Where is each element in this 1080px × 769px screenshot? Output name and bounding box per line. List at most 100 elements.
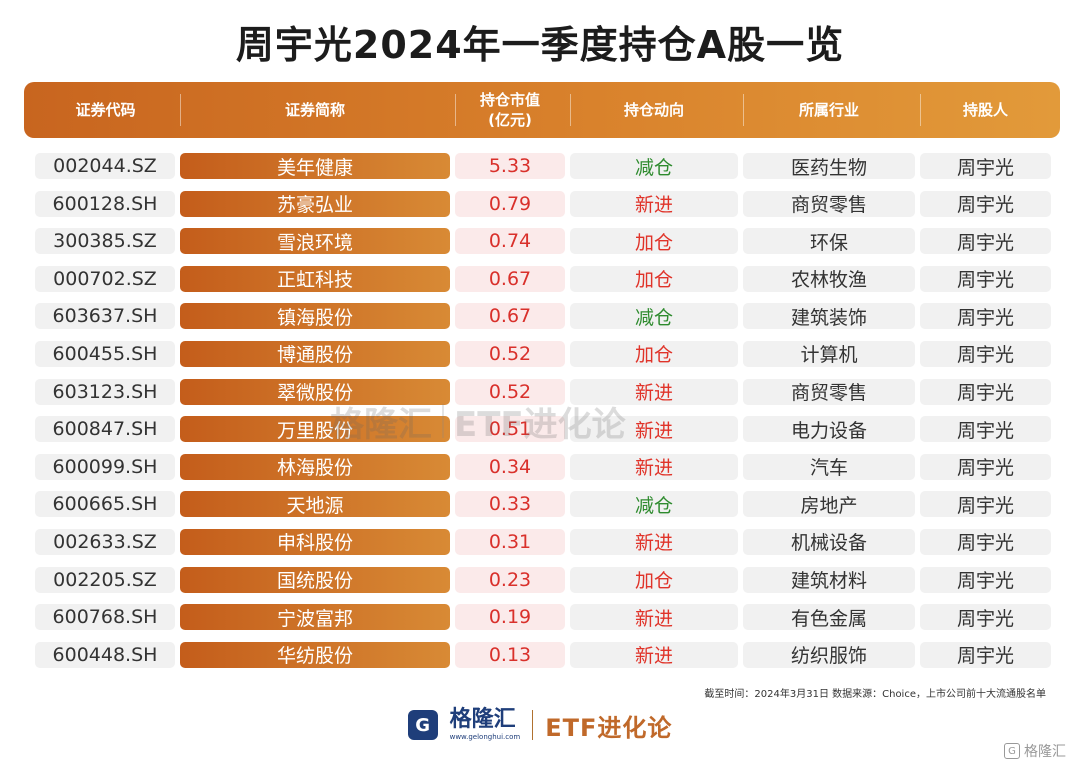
header-code: 证券代码 — [75, 101, 136, 119]
value-cell: 0.31 — [455, 528, 565, 555]
move-cell: 新进 — [570, 528, 738, 555]
header-move: 持仓动向 — [623, 101, 684, 119]
value-cell: 0.19 — [455, 604, 565, 631]
industry-cell: 农林牧渔 — [743, 265, 915, 292]
industry-cell: 机械设备 — [743, 528, 915, 555]
move-cell: 减仓 — [570, 303, 738, 330]
value-cell: 0.79 — [455, 190, 565, 217]
holder-cell: 周宇光 — [920, 265, 1051, 292]
value-cell: 0.52 — [455, 340, 565, 367]
industry-cell: 汽车 — [743, 453, 915, 480]
table-row: 600448.SH 华纺股份 0.13 新进 纺织服饰 周宇光 — [0, 638, 1080, 676]
table-row: 600128.SH 苏豪弘业 0.79 新进 商贸零售 周宇光 — [0, 187, 1080, 225]
industry-cell: 有色金属 — [743, 604, 915, 631]
value-cell: 0.51 — [455, 416, 565, 443]
name-cell: 镇海股份 — [180, 303, 450, 330]
header-divider — [455, 94, 456, 126]
name-cell: 雪浪环境 — [180, 228, 450, 255]
industry-cell: 环保 — [743, 228, 915, 255]
table-row: 600847.SH 万里股份 0.51 新进 电力设备 周宇光 — [0, 412, 1080, 450]
move-cell: 减仓 — [570, 153, 738, 179]
industry-cell: 商贸零售 — [743, 378, 915, 405]
name-cell: 国统股份 — [180, 566, 450, 593]
holder-cell: 周宇光 — [920, 453, 1051, 480]
table-row: 002044.SZ 美年健康 5.33 减仓 医药生物 周宇光 — [0, 149, 1080, 187]
code-cell: 000702.SZ — [35, 265, 175, 292]
holder-cell: 周宇光 — [920, 528, 1051, 555]
holder-cell: 周宇光 — [920, 228, 1051, 255]
industry-cell: 计算机 — [743, 340, 915, 367]
source-footnote: 截至时间：2024年3月31日 数据来源：Choice，上市公司前十大流通股名单 — [704, 689, 1046, 700]
brand-name: ETF进化论 — [545, 713, 673, 742]
logo-text: 格隆汇 www.gelonghui.com — [450, 709, 521, 741]
value-cell: 0.67 — [455, 303, 565, 330]
header-holder: 持股人 — [962, 101, 1008, 119]
code-cell: 600128.SH — [35, 190, 175, 217]
footer-branding: G 格隆汇 www.gelonghui.com ETF进化论 — [0, 700, 1080, 750]
name-cell: 翠微股份 — [180, 378, 450, 405]
move-cell: 新进 — [570, 190, 738, 217]
header-divider — [180, 94, 181, 126]
code-cell: 600665.SH — [35, 491, 175, 518]
holder-cell: 周宇光 — [920, 303, 1051, 330]
table-row: 000702.SZ 正虹科技 0.67 加仓 农林牧渔 周宇光 — [0, 262, 1080, 300]
header-value: 持仓市值 (亿元) — [455, 82, 565, 138]
move-cell: 加仓 — [570, 340, 738, 367]
move-cell: 减仓 — [570, 491, 738, 518]
header-divider — [743, 94, 744, 126]
code-cell: 002044.SZ — [35, 153, 175, 179]
header-value-line2: (亿元) — [488, 111, 532, 129]
industry-cell: 纺织服饰 — [743, 641, 915, 668]
industry-cell: 建筑材料 — [743, 566, 915, 593]
name-cell: 华纺股份 — [180, 641, 450, 668]
table-row: 603123.SH 翠微股份 0.52 新进 商贸零售 周宇光 — [0, 375, 1080, 413]
code-cell: 002205.SZ — [35, 566, 175, 593]
holder-cell: 周宇光 — [920, 378, 1051, 405]
code-cell: 600768.SH — [35, 604, 175, 631]
value-cell: 0.67 — [455, 265, 565, 292]
name-cell: 正虹科技 — [180, 265, 450, 292]
industry-cell: 商贸零售 — [743, 190, 915, 217]
value-cell: 0.34 — [455, 453, 565, 480]
page-title: 周宇光2024年一季度持仓A股一览 — [235, 23, 845, 67]
holder-cell: 周宇光 — [920, 340, 1051, 367]
code-cell: 600099.SH — [35, 453, 175, 480]
name-cell: 天地源 — [180, 491, 450, 518]
table-row: 603637.SH 镇海股份 0.67 减仓 建筑装饰 周宇光 — [0, 299, 1080, 337]
name-cell: 博通股份 — [180, 340, 450, 367]
value-cell: 0.23 — [455, 566, 565, 593]
table-row: 600665.SH 天地源 0.33 减仓 房地产 周宇光 — [0, 487, 1080, 525]
gelonghui-corner-icon: G — [1004, 743, 1020, 759]
corner-badge: G 格隆汇 — [1004, 741, 1066, 761]
footer-divider — [532, 710, 534, 740]
value-cell: 0.33 — [455, 491, 565, 518]
value-cell: 0.52 — [455, 378, 565, 405]
header-name: 证券简称 — [284, 101, 345, 119]
header-divider — [920, 94, 921, 126]
move-cell: 加仓 — [570, 228, 738, 255]
move-cell: 新进 — [570, 641, 738, 668]
name-cell: 美年健康 — [180, 153, 450, 179]
table-row: 300385.SZ 雪浪环境 0.74 加仓 环保 周宇光 — [0, 224, 1080, 262]
code-cell: 002633.SZ — [35, 528, 175, 555]
industry-cell: 建筑装饰 — [743, 303, 915, 330]
header-industry: 所属行业 — [798, 101, 859, 119]
move-cell: 新进 — [570, 604, 738, 631]
holder-cell: 周宇光 — [920, 604, 1051, 631]
move-cell: 新进 — [570, 416, 738, 443]
holder-cell: 周宇光 — [920, 190, 1051, 217]
move-cell: 加仓 — [570, 566, 738, 593]
table-row: 600455.SH 博通股份 0.52 加仓 计算机 周宇光 — [0, 337, 1080, 375]
industry-cell: 电力设备 — [743, 416, 915, 443]
code-cell: 603637.SH — [35, 303, 175, 330]
code-cell: 300385.SZ — [35, 228, 175, 255]
holder-cell: 周宇光 — [920, 491, 1051, 518]
move-cell: 新进 — [570, 378, 738, 405]
code-cell: 600847.SH — [35, 416, 175, 443]
corner-badge-text: 格隆汇 — [1024, 744, 1066, 760]
table-row: 600768.SH 宁波富邦 0.19 新进 有色金属 周宇光 — [0, 600, 1080, 638]
industry-cell: 房地产 — [743, 491, 915, 518]
table-row: 600099.SH 林海股份 0.34 新进 汽车 周宇光 — [0, 450, 1080, 488]
gelonghui-logo-icon: G — [407, 710, 438, 740]
holder-cell: 周宇光 — [920, 416, 1051, 443]
